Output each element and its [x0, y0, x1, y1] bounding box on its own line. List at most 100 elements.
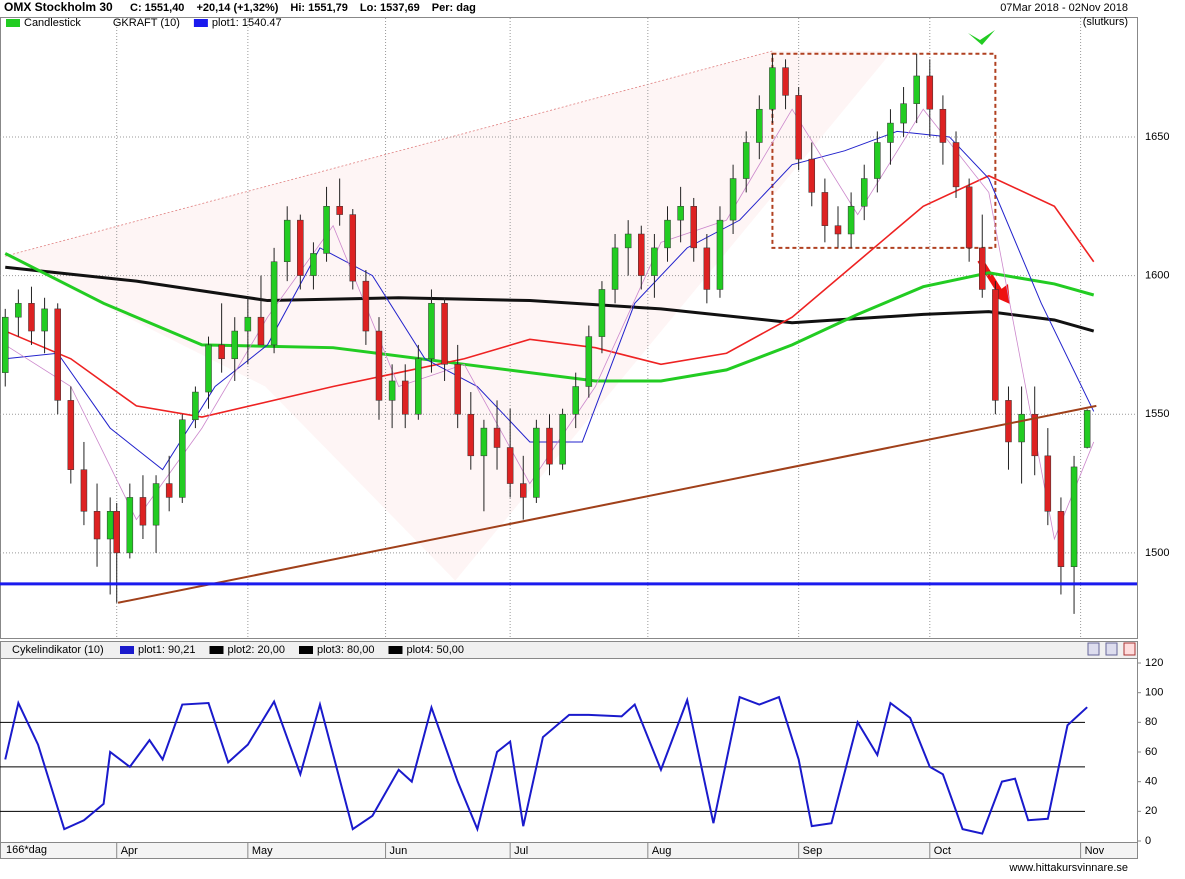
y-tick-label: 120 [1145, 657, 1163, 669]
candle-body [205, 344, 212, 393]
candle-body [729, 178, 737, 221]
btn-close[interactable] [1123, 642, 1136, 656]
candle-body [506, 447, 514, 484]
candle-body [165, 483, 173, 498]
date-range: 07Mar 2018 - 02Nov 2018 [1000, 2, 1128, 14]
candle-body [1044, 455, 1052, 512]
candle-body [913, 75, 920, 104]
candle-body [782, 67, 789, 96]
candle-body [388, 380, 396, 401]
candle-body [152, 483, 160, 526]
osc-line [4, 695, 1088, 835]
legend-label: plot3: 80,00 [317, 644, 375, 656]
header-value: C: 1551,40 [130, 2, 184, 14]
candle-body [139, 497, 147, 526]
moving-average [5, 265, 1095, 333]
period: 166*dag [6, 844, 47, 856]
candle-body [349, 214, 357, 282]
x-tick-label: Oct [934, 845, 951, 857]
candle-body [834, 225, 842, 235]
candle-body [126, 497, 134, 554]
candle-body [113, 511, 120, 554]
candle-body [1070, 466, 1078, 567]
candle-body [336, 206, 343, 215]
candle-body [638, 233, 645, 276]
candle-body [874, 142, 881, 179]
y-tick-label: 40 [1145, 776, 1157, 788]
x-tick-label: May [252, 845, 273, 857]
y-tick-label: 1550 [1145, 408, 1169, 420]
header-value: +20,14 (+1,32%) [196, 2, 278, 14]
candle-body [795, 95, 802, 160]
candle-body [887, 122, 894, 143]
candle-body [179, 419, 186, 498]
candle-body [28, 303, 35, 332]
candle-body [939, 108, 947, 143]
chart-title: OMX Stockholm 30 [4, 0, 113, 14]
candle-body [283, 219, 291, 262]
candle-body [808, 158, 816, 193]
candle-body [192, 391, 199, 421]
candle-body [428, 303, 435, 360]
candle-body [860, 178, 868, 207]
candle-body [218, 344, 225, 360]
candle-body [310, 253, 317, 276]
candle-body [362, 280, 370, 332]
candle-body [297, 219, 304, 276]
candle-body [1057, 511, 1065, 567]
candle-body [965, 186, 973, 249]
candle-body [15, 303, 22, 318]
candle-body [598, 289, 606, 337]
legend-label: plot2: 20,00 [228, 644, 286, 656]
candle-body [1018, 413, 1025, 443]
candle-body [611, 247, 619, 290]
candle-body [572, 386, 579, 415]
candle-body [664, 219, 671, 249]
candle-body [80, 469, 88, 512]
candle-body [559, 413, 566, 465]
candle-body [231, 330, 238, 360]
y-tick-label: 1650 [1145, 131, 1169, 143]
x-tick-label: Sep [803, 845, 823, 857]
btn-zoom[interactable] [1105, 642, 1118, 656]
candle-body [992, 289, 999, 401]
price-basis: (slutkurs) [1083, 16, 1128, 28]
candle-body [257, 316, 265, 346]
candle-body [756, 108, 763, 143]
btn-props[interactable] [1087, 642, 1100, 656]
candle-body [690, 206, 697, 249]
candle-body [270, 261, 278, 346]
candle-body [520, 483, 527, 498]
candle-body [847, 206, 855, 235]
candle-body [467, 413, 475, 457]
candle-body [1083, 410, 1091, 448]
legend-swatch [299, 646, 313, 654]
legend-swatch [6, 19, 20, 27]
y-tick-label: 1500 [1145, 547, 1169, 559]
candle-body [41, 308, 48, 332]
candle-body [375, 330, 383, 401]
y-tick-label: 80 [1145, 716, 1157, 728]
main-frame [0, 17, 1138, 639]
candle-body [926, 75, 934, 110]
trendline [117, 404, 1097, 604]
candle-body [67, 400, 75, 470]
legend-swatch [388, 646, 403, 654]
legend-swatch [120, 646, 134, 654]
legend-label: plot1: 1540.47 [212, 17, 282, 29]
header-value: Per: dag [432, 2, 476, 14]
candle-body [979, 247, 986, 290]
candle-body [244, 316, 252, 332]
x-axis-band [0, 842, 1138, 859]
candle-body [546, 427, 553, 465]
candle-body [533, 427, 540, 498]
red-arrowhead [992, 284, 1010, 304]
candle-body [480, 427, 488, 457]
legend-swatch [209, 646, 224, 654]
channel-area [5, 50, 893, 581]
candle-body [677, 206, 684, 221]
channel-line [5, 50, 773, 257]
candle-body [900, 103, 907, 124]
candle-body [493, 427, 501, 448]
